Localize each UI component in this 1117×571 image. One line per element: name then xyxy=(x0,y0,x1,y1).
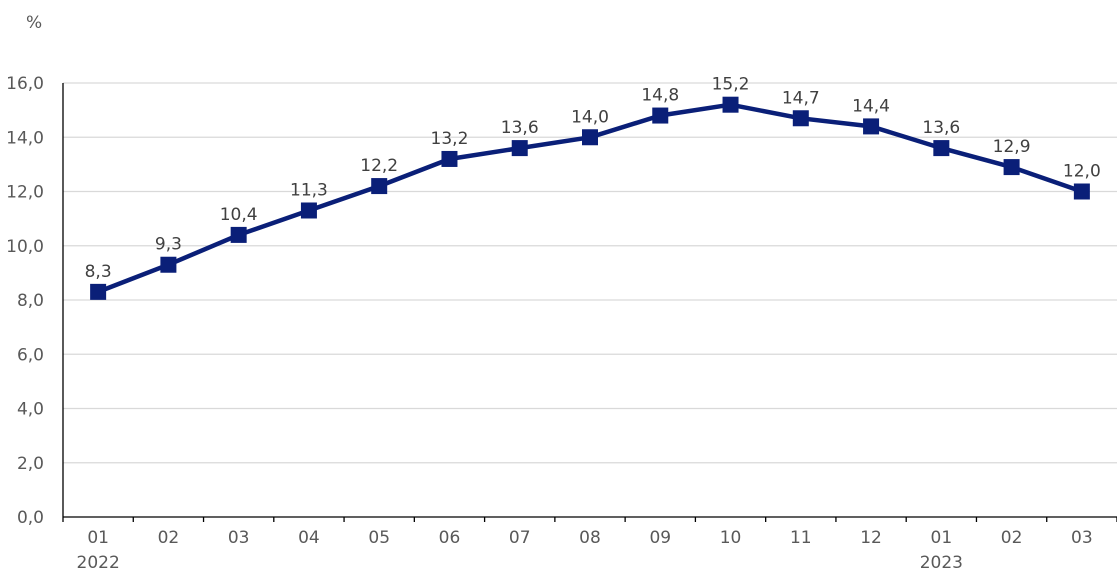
x-tick-label: 04 xyxy=(298,528,320,548)
y-tick-label: 14,0 xyxy=(6,128,44,148)
x-tick-label: 08 xyxy=(579,528,601,548)
data-label: 12,2 xyxy=(360,156,398,176)
y-tick-label: 2,0 xyxy=(17,454,44,474)
data-label: 8,3 xyxy=(85,262,112,282)
data-point-marker xyxy=(582,129,598,146)
y-tick-label: 12,0 xyxy=(6,183,44,203)
data-label: 14,8 xyxy=(641,86,679,106)
data-label: 9,3 xyxy=(155,235,182,255)
data-label: 12,9 xyxy=(993,137,1031,157)
data-label: 13,6 xyxy=(501,118,539,138)
x-tick-label: 01 xyxy=(87,528,109,548)
x-tick-label: 02 xyxy=(1001,528,1023,548)
x-tick-label: 11 xyxy=(790,528,812,548)
x-tick-label: 03 xyxy=(228,528,250,548)
data-label: 11,3 xyxy=(290,180,328,200)
axes: 0,0 2,0 4,0 6,0 8,0 10,0 12,0 14,0 16,0 01 02 03 04 0… xyxy=(6,74,1117,571)
data-point-marker xyxy=(863,118,880,135)
y-tick-label: 8,0 xyxy=(17,291,44,311)
y-tick-label: 4,0 xyxy=(17,400,44,420)
x-tick-label: 01 xyxy=(931,528,953,548)
x-tick-label: 10 xyxy=(720,528,742,548)
y-tick-label: 0,0 xyxy=(17,508,44,528)
data-label: 12,0 xyxy=(1063,162,1101,182)
x-year-label: 2023 xyxy=(920,553,963,571)
data-point-marker xyxy=(792,110,809,127)
y-axis-unit-label: % xyxy=(26,13,42,33)
x-tick-label: 03 xyxy=(1071,528,1093,548)
data-label: 14,7 xyxy=(782,88,820,108)
data-label: 14,0 xyxy=(571,107,609,127)
x-tick-label: 05 xyxy=(368,528,390,548)
data-point-marker xyxy=(933,140,950,157)
markers xyxy=(90,96,1090,300)
data-point-marker xyxy=(1073,183,1090,200)
data-point-marker xyxy=(1003,159,1020,176)
x-tick-label: 12 xyxy=(860,528,882,548)
y-tick-label: 6,0 xyxy=(17,345,44,365)
x-tick-label: 06 xyxy=(439,528,461,548)
data-point-marker xyxy=(511,140,528,157)
data-label: 10,4 xyxy=(220,205,258,225)
data-labels: 8,3 9,3 10,4 11,3 12,2 13,2 13,6 14,0 14,8 15,2 14… xyxy=(85,75,1101,282)
data-label: 13,6 xyxy=(922,118,960,138)
gridlines xyxy=(63,82,1117,464)
data-point-marker xyxy=(90,283,107,300)
data-point-marker xyxy=(230,226,247,243)
data-label: 13,2 xyxy=(431,129,469,149)
y-tick-label: 16,0 xyxy=(6,74,44,94)
x-tick-label: 02 xyxy=(158,528,180,548)
data-point-marker xyxy=(722,96,739,113)
x-tick-label: 07 xyxy=(509,528,531,548)
data-point-marker xyxy=(160,256,177,273)
data-point-marker xyxy=(300,202,317,219)
y-tick-label: 10,0 xyxy=(6,237,44,257)
x-tick-label: 09 xyxy=(649,528,671,548)
data-point-marker xyxy=(441,150,458,167)
data-label: 14,4 xyxy=(852,96,890,116)
data-point-marker xyxy=(371,178,388,195)
x-year-label: 2022 xyxy=(77,553,120,571)
data-point-marker xyxy=(652,107,669,124)
data-label: 15,2 xyxy=(712,75,750,95)
